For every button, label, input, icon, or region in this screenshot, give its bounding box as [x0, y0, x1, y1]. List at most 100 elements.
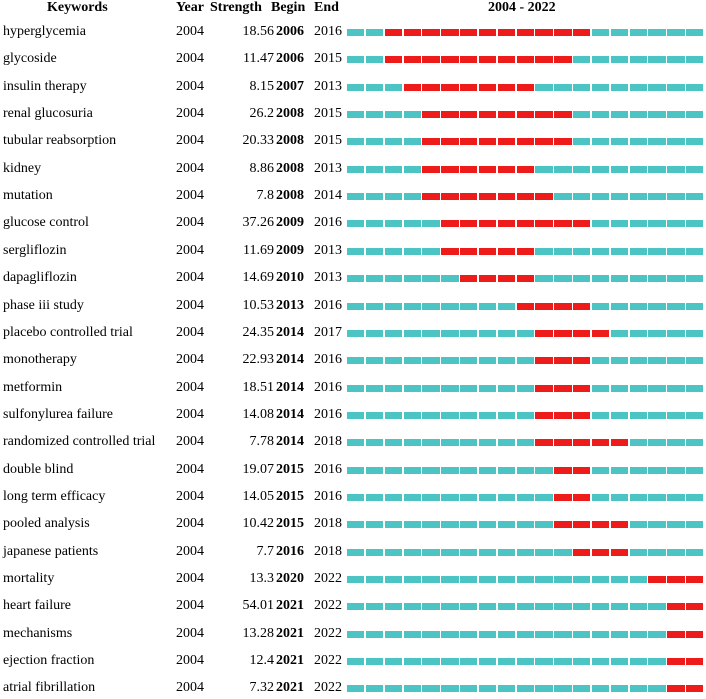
year-segment [347, 220, 365, 228]
begin-cell: 2009 [276, 242, 304, 258]
year-segment [460, 630, 478, 638]
year-segment [667, 138, 685, 146]
year-segment [667, 439, 685, 447]
begin-cell: 2014 [276, 352, 304, 368]
burst-segment [535, 357, 553, 365]
keyword-cell: mutation [3, 188, 53, 204]
year-segment [610, 111, 629, 119]
year-segment [347, 56, 365, 64]
year-segment [478, 685, 497, 693]
year-segment [384, 411, 402, 419]
year-segment [460, 329, 478, 337]
burst-segment [460, 165, 478, 173]
year-segment [610, 685, 629, 693]
year-segment [384, 220, 402, 228]
year-segment [648, 685, 666, 693]
year-segment [403, 603, 421, 611]
table-row: sergliflozin 2004 11.69 2009 2013 [0, 243, 706, 261]
year-segment [648, 193, 666, 201]
begin-cell: 2021 [276, 653, 304, 669]
burst-segment [667, 685, 685, 693]
year-cell: 2004 [176, 215, 204, 231]
strength-cell: 7.7 [256, 543, 275, 559]
year-segment [497, 466, 516, 474]
table-row: phase iii study 2004 10.53 2013 2016 [0, 298, 706, 316]
year-cell: 2004 [176, 434, 204, 450]
burst-segment [460, 29, 478, 36]
burst-segment [516, 165, 534, 173]
keyword-cell: japanese patients [3, 543, 99, 559]
keyword-cell: renal glucosuria [3, 106, 93, 122]
year-segment [460, 302, 478, 310]
year-segment [629, 548, 647, 556]
year-segment [478, 548, 497, 556]
year-segment [629, 685, 647, 693]
burst-segment [460, 220, 478, 228]
burst-segment [686, 658, 704, 666]
strength-cell: 54.01 [242, 598, 275, 614]
burst-segment [441, 193, 459, 201]
burst-segment [535, 56, 553, 64]
year-segment [347, 493, 365, 501]
year-segment [347, 630, 365, 638]
year-segment [667, 384, 685, 392]
burst-segment [591, 521, 610, 529]
burst-segment [554, 56, 572, 64]
year-segment [686, 493, 704, 501]
end-cell: 2015 [314, 106, 342, 122]
burst-segment [535, 439, 553, 447]
end-cell: 2013 [314, 160, 342, 176]
keyword-cell: metformin [3, 379, 63, 395]
year-segment [403, 521, 421, 529]
year-cell: 2004 [176, 270, 204, 286]
burst-segment [497, 193, 516, 201]
begin-cell: 2009 [276, 215, 304, 231]
keyword-cell: long term efficacy [3, 488, 106, 504]
year-segment [516, 548, 534, 556]
burst-segment [686, 576, 704, 583]
burst-segment [497, 165, 516, 173]
year-segment [667, 411, 685, 419]
keyword-cell: tubular reabsorption [3, 133, 117, 149]
burst-segment [441, 165, 459, 173]
year-segment [591, 83, 610, 91]
year-segment [384, 603, 402, 611]
year-segment [610, 329, 629, 337]
begin-cell: 2013 [276, 297, 304, 313]
keyword-cell: heart failure [3, 598, 72, 614]
year-segment [610, 357, 629, 365]
year-segment [460, 411, 478, 419]
year-segment [365, 630, 384, 638]
year-segment [347, 275, 365, 283]
year-segment [478, 439, 497, 447]
year-segment [441, 548, 459, 556]
year-segment [686, 111, 704, 119]
header-end: End [314, 0, 339, 15]
year-segment [535, 576, 553, 583]
year-segment [610, 576, 629, 583]
year-segment [347, 521, 365, 529]
burst-segment [516, 193, 534, 201]
year-segment [535, 493, 553, 501]
year-segment [591, 466, 610, 474]
timeline-strip [347, 247, 705, 255]
year-segment [384, 521, 402, 529]
year-segment [422, 685, 440, 693]
year-segment [648, 658, 666, 666]
year-segment [441, 493, 459, 501]
table-row: randomized controlled trial 2004 7.78 2014 2… [0, 434, 706, 452]
keyword-cell: kidney [3, 160, 42, 176]
timeline-strip [347, 411, 705, 419]
year-segment [667, 302, 685, 310]
burst-segment [686, 603, 704, 611]
table-row: ejection fraction 2004 12.4 2021 2022 [0, 653, 706, 671]
burst-segment [422, 193, 440, 201]
year-cell: 2004 [176, 106, 204, 122]
strength-cell: 13.28 [242, 625, 275, 641]
year-segment [441, 411, 459, 419]
year-segment [365, 29, 384, 36]
timeline-strip [347, 630, 705, 638]
strength-cell: 10.42 [242, 516, 275, 532]
year-segment [460, 658, 478, 666]
year-segment [347, 193, 365, 201]
